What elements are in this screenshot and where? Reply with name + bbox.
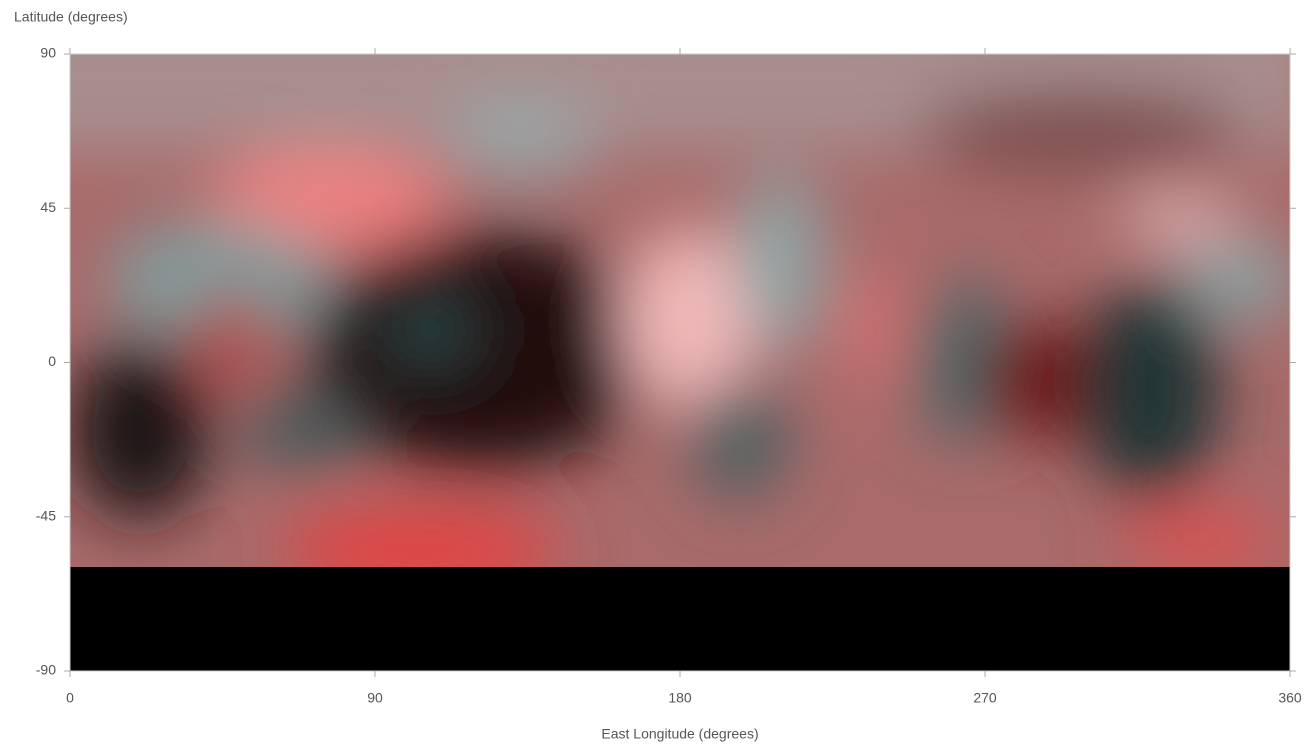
no-data-region xyxy=(70,567,1290,671)
y-axis-label: Latitude (degrees) xyxy=(14,9,128,25)
y-tick-label: -45 xyxy=(36,507,56,523)
x-tick-label: 270 xyxy=(973,690,997,706)
map-image xyxy=(0,0,1314,671)
x-tick-label: 360 xyxy=(1278,690,1302,706)
y-tick-label: 90 xyxy=(40,45,56,61)
chart: Latitude (degrees) East Longitude (degre… xyxy=(0,0,1314,746)
x-axis-label: East Longitude (degrees) xyxy=(601,726,758,742)
x-tick-label: 90 xyxy=(367,690,383,706)
y-tick-label: 45 xyxy=(40,199,56,215)
x-tick-label: 180 xyxy=(668,690,692,706)
y-tick-label: -90 xyxy=(36,662,56,678)
x-tick-label: 0 xyxy=(66,690,74,706)
y-tick-label: 0 xyxy=(48,353,56,369)
